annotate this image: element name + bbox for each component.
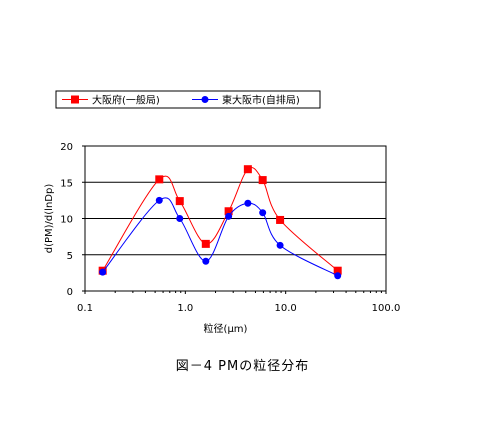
x-axis-label: 粒径(μm) <box>204 322 248 335</box>
data-point <box>155 196 163 204</box>
x-tick-label: 0.1 <box>77 303 93 314</box>
legend-label: 大阪府(一般局) <box>92 94 160 107</box>
data-point <box>244 199 252 207</box>
series-1 <box>98 165 342 275</box>
data-point <box>155 175 164 184</box>
legend-marker <box>201 96 209 103</box>
chart: 大阪府(一般局) 東大阪市(自排局) 0 5 10 15 20 0.1 1.0 10.0 100… <box>44 90 400 335</box>
data-point <box>276 241 284 249</box>
data-point <box>334 272 342 280</box>
data-point <box>202 257 210 265</box>
y-tick-label: 20 <box>60 142 73 153</box>
legend-item-2: 東大阪市(自排局) <box>192 94 300 107</box>
data-point <box>259 209 267 217</box>
legend-label: 東大阪市(自排局) <box>222 94 300 107</box>
x-tick-label: 100.0 <box>372 303 401 314</box>
grid <box>85 181 386 256</box>
x-tick-label: 10.0 <box>275 303 297 314</box>
data-point <box>258 176 267 185</box>
legend-box <box>55 90 321 109</box>
x-tick-label: 1.0 <box>177 303 193 314</box>
x-axis: 0.1 1.0 10.0 100.0 <box>77 291 400 314</box>
data-point <box>175 197 184 206</box>
y-tick-label: 5 <box>67 251 73 262</box>
data-point <box>99 268 107 276</box>
data-point <box>276 215 285 224</box>
legend-marker <box>71 95 79 104</box>
data-point <box>201 239 210 248</box>
y-axis-label: d(PM)/d(lnDp) <box>44 184 55 254</box>
y-tick-label: 10 <box>60 215 73 226</box>
y-tick-label: 0 <box>67 287 73 298</box>
series-group <box>98 165 342 280</box>
figure-caption: 図－4 PMの粒径分布 <box>175 359 310 374</box>
data-point <box>224 207 233 216</box>
y-axis: 0 5 10 15 20 <box>60 142 85 298</box>
data-point <box>225 212 233 220</box>
legend-item-1: 大阪府(一般局) <box>62 94 160 107</box>
data-point <box>243 165 252 174</box>
data-point <box>333 266 342 275</box>
series-2 <box>99 196 342 280</box>
legend: 大阪府(一般局) 東大阪市(自排局) <box>55 90 321 109</box>
data-point <box>176 215 184 222</box>
y-tick-label: 15 <box>60 178 73 189</box>
